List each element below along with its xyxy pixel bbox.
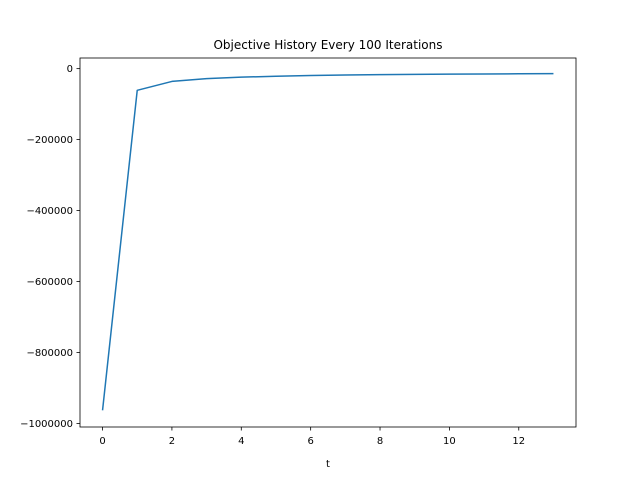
y-tick-label: −1000000	[20, 419, 73, 430]
series-line-0	[101, 72, 554, 411]
y-axis-ticks: 0 −200000 −400000 −600000 −800000 −1000000	[20, 64, 80, 430]
y-tick-label: 0	[67, 64, 73, 75]
x-tick-label: 2	[169, 436, 175, 447]
x-tick-label: 0	[99, 436, 105, 447]
y-tick-label: −400000	[26, 206, 73, 217]
axes-frame	[79, 57, 577, 428]
x-tick-label: 12	[512, 436, 525, 447]
chart-title: Objective History Every 100 Iterations	[213, 38, 442, 52]
x-axis-label: t	[326, 459, 330, 470]
x-tick-label: 10	[443, 436, 456, 447]
x-tick-label: 4	[238, 436, 244, 447]
y-tick-label: −600000	[26, 277, 73, 288]
x-axis-ticks: 0 2 4 6 8 10 12	[99, 427, 525, 447]
y-tick-label: −800000	[26, 348, 73, 359]
x-tick-label: 8	[377, 436, 383, 447]
y-tick-label: −200000	[26, 135, 73, 146]
plot-area	[79, 57, 577, 428]
x-tick-label: 6	[307, 436, 313, 447]
